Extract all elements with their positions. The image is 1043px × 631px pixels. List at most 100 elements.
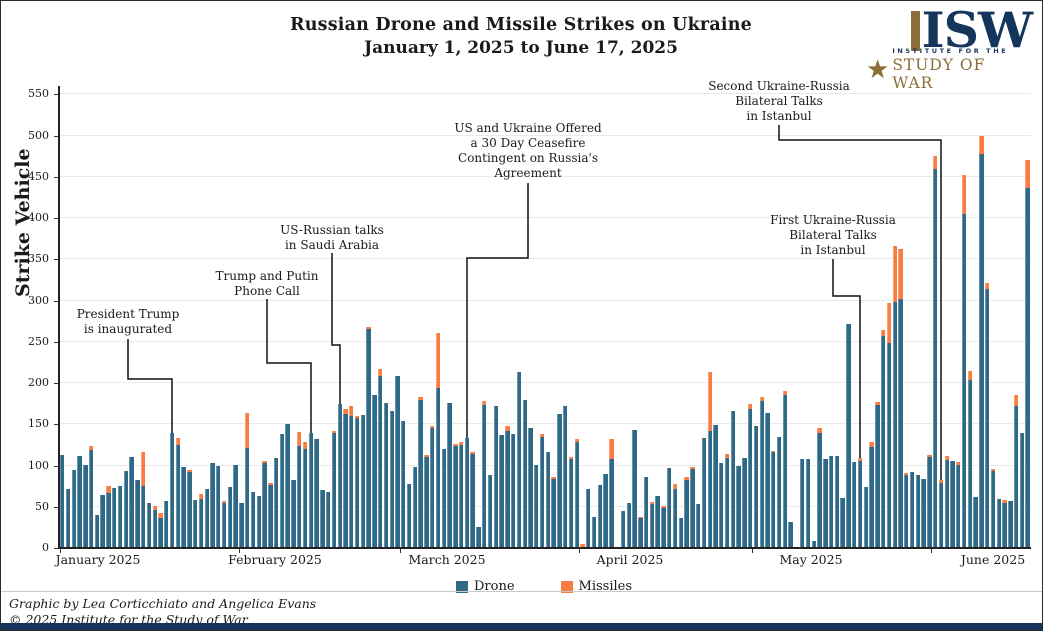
month-label-february: February 2025 [228,552,322,567]
drone-segment [661,507,666,548]
drone-segment [216,466,221,548]
drone-segment [586,488,591,548]
gridline-400 [59,217,1031,218]
drone-segment [695,504,701,548]
bar-day-52 [354,416,360,548]
drone-segment [337,403,342,548]
drone-segment [638,518,643,548]
bar-day-123 [765,412,770,548]
drone-segment [221,502,227,548]
bar-day-37 [268,482,273,548]
isw-logo-acronym-row: ISW [866,6,1033,55]
bar-day-121 [753,425,759,548]
drone-segment [840,497,845,548]
bar-day-15 [140,451,146,548]
drone-segment [285,424,290,548]
bar-day-116 [724,454,730,548]
drone-segment [1025,187,1030,548]
bar-day-56 [377,369,383,548]
missile-segment [1002,500,1007,503]
drone-segment [672,488,678,548]
month-label-june: June 2025 [960,552,1026,567]
drone-segment [927,457,932,548]
y-tick-label-450: 450 [28,169,49,183]
drone-segment [892,302,897,548]
bar-day-7 [94,515,100,548]
bar-day-17 [152,506,157,548]
missile-segment [88,445,94,450]
drone-segment [88,449,94,548]
legend-item-drone: Drone [455,579,515,594]
drone-segment [77,455,82,548]
bar-day-112 [701,437,707,548]
bar-day-148 [909,472,915,548]
missile-segment [707,371,712,431]
annotation-text-4: US and Ukraine Offered a 30 Day Ceasefir… [454,121,602,180]
bar-day-23 [187,469,192,548]
missile-segment [175,438,181,445]
bar-day-86 [551,477,556,548]
drone-segment [782,394,788,548]
bar-day-95 [603,473,608,548]
missile-segment [221,501,227,503]
drone-segment [805,458,811,548]
drone-segment [135,480,140,548]
missile-segment [574,439,579,442]
drone-segment [366,329,371,548]
bar-day-33 [245,412,250,548]
drone-segment [94,515,100,548]
y-tick-label-350: 350 [28,252,49,266]
annotation-text-1: President Trump is inaugurated [76,307,180,336]
drone-segment [181,467,186,548]
gridline-150 [59,423,1031,425]
drone-segment [395,375,400,548]
missile-segment [198,494,204,499]
gridline-100 [59,464,1031,466]
missile-segment [944,456,949,460]
drone-segment [152,510,157,548]
drone-segment [915,474,921,548]
drone-segment [857,460,863,548]
drone-segment [424,457,429,548]
bar-day-65 [430,425,435,548]
bar-day-4 [77,455,82,548]
missile-segment [771,450,776,453]
missile-segment [424,454,429,458]
bar-day-146 [898,249,903,548]
bar-day-160 [979,136,984,548]
bar-day-145 [892,246,897,548]
bar-day-140 [863,487,868,548]
missile-segment [551,477,556,479]
bar-day-69 [453,444,458,548]
drone-segment [967,379,973,548]
drone-segment [719,463,724,548]
drone-segment [834,455,840,548]
drone-segment [990,470,996,548]
bar-day-1 [60,454,65,548]
bar-day-114 [713,425,718,548]
drone-segment [603,473,608,548]
drone-segment [545,452,551,548]
y-tick-label-50: 50 [35,499,49,513]
y-tick-label-300: 300 [28,293,49,307]
bar-day-151 [927,454,932,548]
bar-day-67 [441,449,446,548]
bar-day-36 [262,461,267,548]
legend-label-missiles: Missiles [578,579,633,594]
y-tick-mark-350 [54,259,58,261]
drone-segment [325,491,331,548]
bar-day-49 [337,403,342,548]
bar-day-126 [782,391,788,548]
bar-day-101 [638,516,643,548]
bar-day-28 [216,466,221,548]
drone-segment [360,415,366,548]
drone-segment [516,372,522,548]
drone-segment [320,490,325,548]
bar-day-85 [545,452,551,548]
bar-day-93 [591,516,597,548]
drone-segment [308,432,313,548]
y-tick-label-150: 150 [28,417,49,431]
missile-segment [690,467,695,469]
drone-segment [909,472,915,548]
missile-segment [470,452,475,454]
